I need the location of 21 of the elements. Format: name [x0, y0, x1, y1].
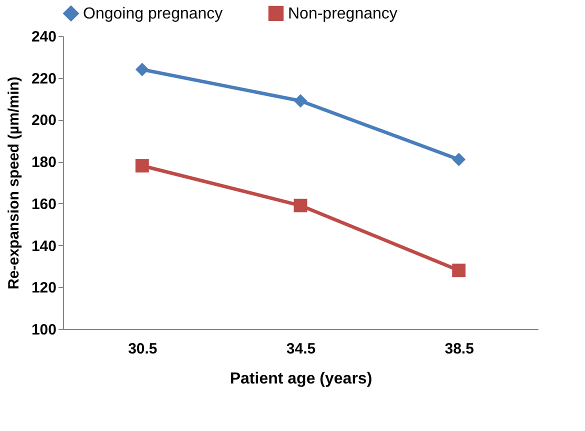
legend-label: Ongoing pregnancy: [83, 5, 223, 22]
point: [294, 198, 308, 212]
y-tick-label: 120: [31, 280, 56, 297]
y-tick-label: 220: [31, 70, 56, 88]
point: [135, 62, 149, 76]
y-axis-title: Re-expansion speed (µm/min): [5, 76, 22, 290]
y-tick-label: 140: [31, 238, 56, 255]
y-tick-label: 180: [31, 154, 56, 172]
y-tick-label: 160: [31, 196, 56, 213]
y-tick-label: 100: [31, 322, 56, 338]
x-axis-title: Patient age (years): [230, 370, 372, 388]
point: [452, 152, 466, 166]
x-tick-label: 30.5: [128, 340, 158, 358]
point: [452, 264, 466, 278]
point: [294, 94, 308, 108]
y-tick-label: 200: [31, 112, 56, 130]
point: [135, 159, 149, 172]
x-tick-label: 38.5: [444, 340, 474, 358]
x-tick-label: 34.5: [286, 340, 316, 358]
y-tick-label: 240: [31, 28, 56, 46]
legend-label: Non-pregnancy: [288, 5, 398, 22]
